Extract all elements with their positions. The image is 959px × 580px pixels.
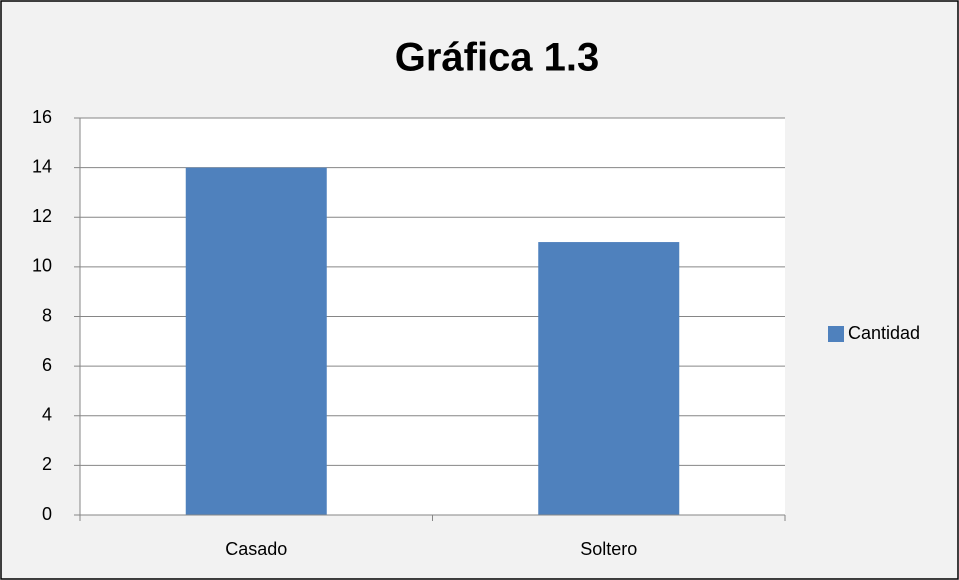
- y-tick-label: 8: [42, 305, 52, 325]
- legend-label: Cantidad: [848, 323, 920, 343]
- y-tick-label: 2: [42, 454, 52, 474]
- chart-title: Gráfica 1.3: [395, 36, 600, 80]
- legend-swatch: [828, 326, 844, 342]
- x-tick-label: Soltero: [580, 539, 637, 559]
- y-tick-label: 16: [32, 107, 52, 127]
- y-tick-label: 10: [32, 256, 52, 276]
- y-tick-label: 6: [42, 355, 52, 375]
- y-tick-label: 4: [42, 405, 52, 425]
- bar: [185, 167, 327, 515]
- y-tick-label: 12: [32, 206, 52, 226]
- bar: [538, 242, 680, 515]
- y-tick-label: 14: [32, 156, 52, 176]
- x-tick-label: Casado: [225, 539, 287, 559]
- y-tick-label: 0: [42, 504, 52, 524]
